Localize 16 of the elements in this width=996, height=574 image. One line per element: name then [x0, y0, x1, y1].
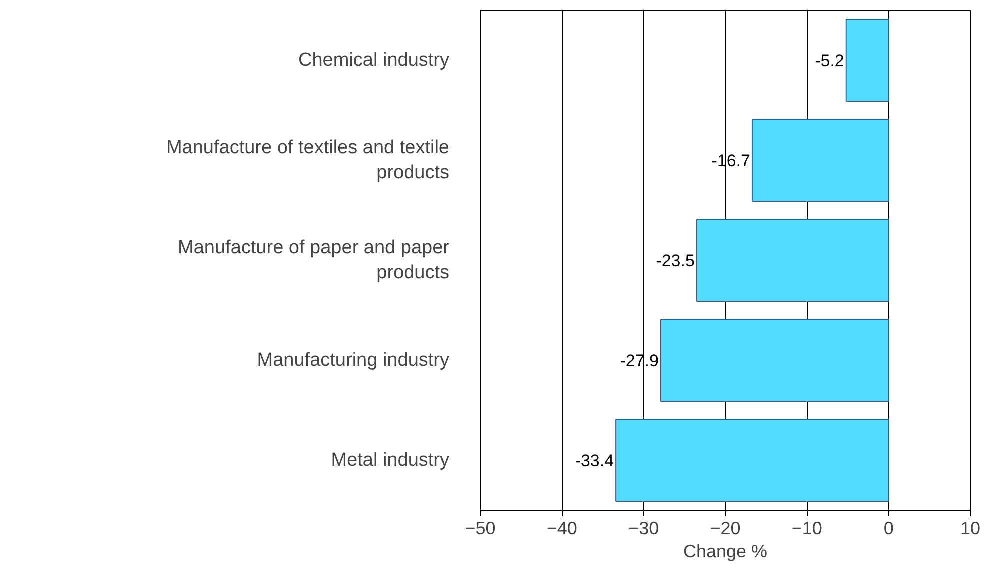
y-tick-label: Manufacturing industry	[257, 350, 450, 371]
x-tick-label: −50	[465, 518, 496, 538]
x-tick-label: 0	[884, 518, 894, 538]
y-tick-label: Chemical industry	[298, 50, 450, 71]
data-label: -5.2	[815, 52, 844, 70]
y-tick-label: Metal industry	[331, 450, 450, 471]
y-tick-label: Manufacture of paper and paper products	[178, 237, 450, 284]
y-tick-label: Manufacture of textiles and textile products	[166, 137, 450, 184]
x-tick-label: −40	[546, 518, 578, 538]
x-tick-label: −20	[710, 518, 741, 538]
data-label: -33.4	[575, 452, 614, 470]
x-axis-title: Change %	[683, 542, 768, 562]
x-tick-label: −30	[628, 518, 660, 538]
data-label: -23.5	[656, 252, 695, 270]
x-tick-label: −10	[792, 518, 822, 538]
x-tick-label: 10	[960, 518, 981, 538]
